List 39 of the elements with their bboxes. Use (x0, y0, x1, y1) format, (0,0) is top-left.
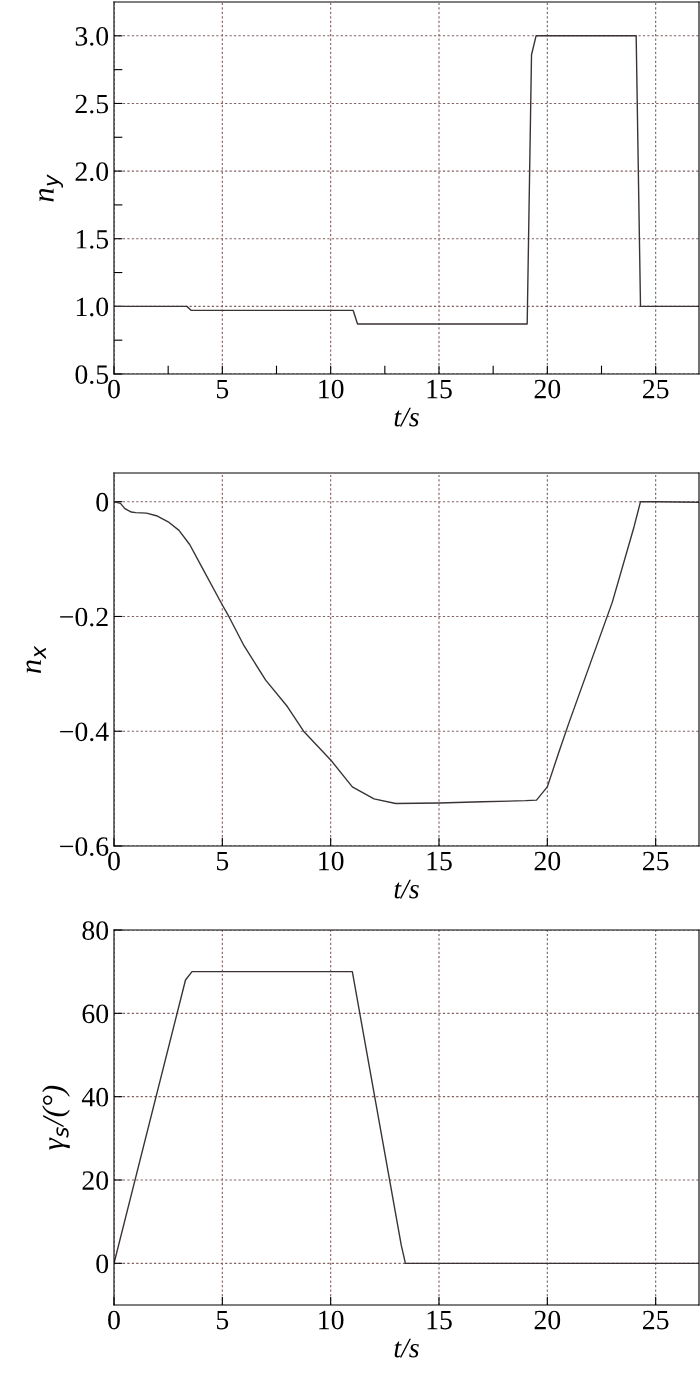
x-axis-title: t/s (394, 1338, 419, 1358)
x-tick-label: 20 (534, 379, 561, 399)
y-tick-label: 40 (81, 1087, 109, 1107)
y-tick-label: 0 (96, 492, 109, 512)
x-tick-label: 25 (643, 379, 669, 399)
line-series (114, 35, 699, 325)
x-tick-label: 5 (217, 379, 229, 399)
x-tick-label: 25 (643, 851, 669, 871)
y-tick-label: 2.5 (75, 94, 109, 114)
x-tick-label: 20 (534, 851, 561, 871)
line-series (114, 970, 699, 1265)
line-series (114, 500, 699, 805)
x-tick-label: 5 (217, 1310, 229, 1330)
y-tick-label: −0.6 (60, 837, 109, 857)
y-tick-label: 1.5 (76, 230, 109, 249)
y-tick-label: 80 (82, 921, 109, 940)
x-tick-label: 5 (217, 851, 229, 871)
x-tick-label: 10 (319, 851, 344, 871)
y-axis-title: n$_{y}$ (39, 174, 64, 202)
y-tick-label: −0.4 (60, 722, 109, 742)
x-tick-label: 25 (643, 1310, 669, 1330)
y-axis-title: γ$_{s}$/(°) (42, 1085, 70, 1150)
x-tick-label: 15 (427, 851, 452, 871)
y-tick-label: −0.2 (60, 607, 108, 627)
x-tick-label: 10 (319, 1310, 344, 1330)
y-tick-label: 2.0 (75, 162, 109, 182)
y-tick-label: 1.0 (76, 297, 109, 317)
y-tick-label: 20 (82, 1171, 109, 1190)
y-tick-label: 0.5 (75, 365, 109, 385)
x-axis-title: t/s (394, 407, 419, 427)
x-tick-label: 20 (534, 1310, 561, 1330)
y-tick-label: 3.0 (75, 26, 109, 46)
x-axis-title: t/s (394, 879, 419, 899)
x-tick-label: 10 (319, 379, 344, 399)
y-axis-title: n$_{x}$ (26, 645, 46, 674)
x-tick-label: 15 (427, 1310, 452, 1330)
x-tick-label: 15 (427, 379, 452, 399)
y-tick-label: 60 (82, 1004, 109, 1024)
y-tick-label: 0 (96, 1254, 109, 1274)
